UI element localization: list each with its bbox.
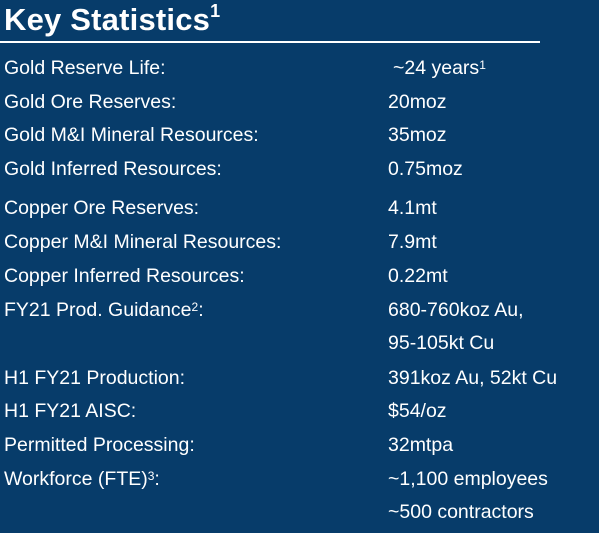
stat-label: Permitted Processing: bbox=[4, 434, 195, 456]
stat-value: 32mtpa bbox=[388, 434, 454, 456]
stat-value-line: ~500 contractors bbox=[388, 501, 534, 523]
stat-value-line: 680-760koz Au, bbox=[388, 299, 524, 321]
stat-value: 20moz bbox=[388, 91, 447, 113]
stat-value: ~1,100 employees ~500 contractors bbox=[388, 467, 548, 533]
footnote-marker: 3 bbox=[147, 469, 155, 483]
stat-label: Gold Inferred Resources: bbox=[4, 158, 222, 180]
stat-label: Gold Ore Reserves: bbox=[4, 91, 177, 113]
stat-value: 0.22mt bbox=[388, 265, 448, 287]
footnote-marker: 1 bbox=[479, 58, 486, 72]
stat-value: ~24 years1 bbox=[393, 57, 486, 79]
footnote-marker: 2 bbox=[191, 300, 199, 314]
stat-label: Copper Inferred Resources: bbox=[4, 265, 245, 287]
stat-label: Copper M&I Mineral Resources: bbox=[4, 231, 282, 253]
stat-value-line: ~1,100 employees bbox=[388, 468, 548, 490]
stat-value: 391koz Au, 52kt Cu bbox=[388, 367, 558, 389]
stat-value: 7.9mt bbox=[388, 231, 437, 253]
title-footnote-marker: 1 bbox=[210, 0, 221, 21]
stat-label: H1 FY21 AISC: bbox=[4, 400, 137, 422]
stat-label: Gold M&I Mineral Resources: bbox=[4, 124, 259, 146]
stat-value: 680-760koz Au, 95-105kt Cu bbox=[388, 298, 524, 364]
stat-label: H1 FY21 Production: bbox=[4, 367, 186, 389]
page-title: Key Statistics1 bbox=[4, 0, 221, 38]
title-underline bbox=[0, 41, 540, 43]
stat-label: Copper Ore Reserves: bbox=[4, 197, 200, 219]
stat-value: 4.1mt bbox=[388, 197, 437, 219]
stat-value: 35moz bbox=[388, 124, 447, 146]
stat-value-line: 95-105kt Cu bbox=[388, 332, 495, 354]
stat-label: Workforce (FTE)3: bbox=[4, 468, 160, 490]
title-text: Key Statistics bbox=[4, 2, 211, 37]
stat-value: 0.75moz bbox=[388, 158, 463, 180]
stat-value: $54/oz bbox=[388, 400, 447, 422]
stat-label: FY21 Prod. Guidance2: bbox=[4, 299, 204, 321]
stat-label: Gold Reserve Life: bbox=[4, 57, 166, 79]
